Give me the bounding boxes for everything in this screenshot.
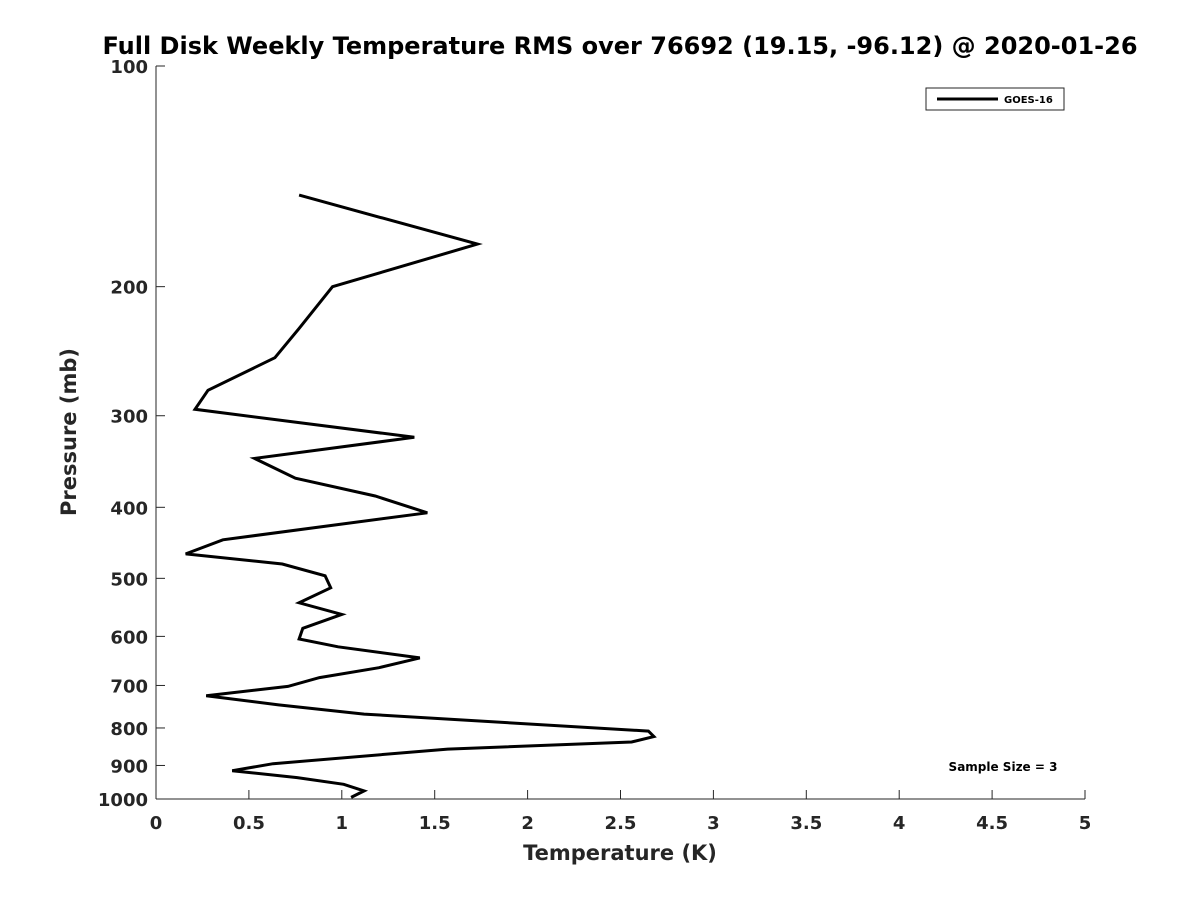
x-tick-label: 2.5 bbox=[605, 813, 637, 834]
chart-title: Full Disk Weekly Temperature RMS over 76… bbox=[102, 32, 1137, 60]
x-tick-label: 3.5 bbox=[790, 813, 822, 834]
x-tick-label: 0.5 bbox=[233, 813, 265, 834]
y-tick-label: 1000 bbox=[98, 790, 148, 811]
sample-size-annotation: Sample Size = 3 bbox=[949, 760, 1058, 774]
y-tick-label: 500 bbox=[110, 569, 148, 590]
y-tick-label: 900 bbox=[110, 756, 148, 777]
plot-axes bbox=[155, 66, 1085, 800]
legend-label-goes-16: GOES-16 bbox=[1004, 95, 1053, 106]
y-ticks: 100 200 300 400 500 600 700 800 900 1000 bbox=[98, 57, 165, 811]
y-tick-label: 300 bbox=[110, 407, 148, 428]
y-tick-label: 800 bbox=[110, 719, 148, 740]
x-axis-label: Temperature (K) bbox=[523, 841, 717, 865]
series-line-goes-16 bbox=[185, 193, 657, 799]
x-tick-label: 2 bbox=[521, 813, 534, 834]
legend: GOES-16 bbox=[925, 87, 1065, 111]
x-tick-label: 0 bbox=[150, 813, 163, 834]
x-tick-label: 5 bbox=[1079, 813, 1092, 834]
x-ticks: 0 0.5 1 1.5 2 2.5 3 3.5 4 4.5 5 bbox=[150, 790, 1092, 834]
y-tick-label: 200 bbox=[110, 278, 148, 299]
y-axis-label: Pressure (mb) bbox=[57, 348, 81, 516]
x-tick-label: 1 bbox=[336, 813, 349, 834]
x-tick-label: 3 bbox=[707, 813, 720, 834]
y-tick-label: 600 bbox=[110, 627, 148, 648]
x-tick-label: 1.5 bbox=[419, 813, 451, 834]
x-tick-label: 4 bbox=[893, 813, 906, 834]
y-tick-label: 100 bbox=[110, 57, 148, 78]
series-layer bbox=[185, 193, 657, 799]
y-tick-label: 400 bbox=[110, 498, 148, 519]
x-tick-label: 4.5 bbox=[976, 813, 1008, 834]
y-tick-label: 700 bbox=[110, 676, 148, 697]
